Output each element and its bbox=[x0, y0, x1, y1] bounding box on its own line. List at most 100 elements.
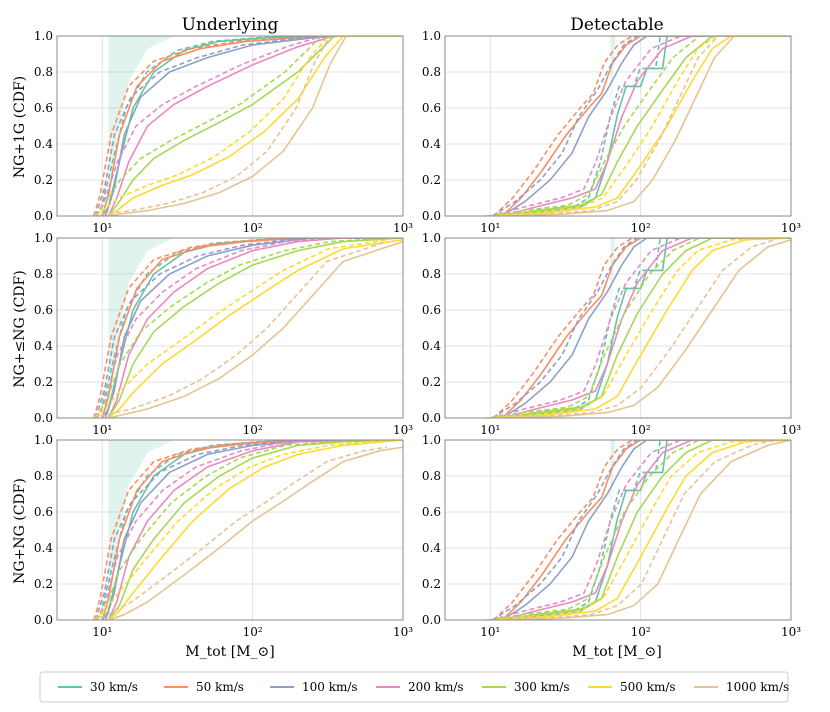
panel-1: 0.0 0.2 0.4 0.6 0.8 1.0 10¹ 10² 10³ bbox=[422, 29, 801, 235]
panel-0: 0.0 0.2 0.4 0.6 0.8 1.0 10¹ 10² 10³ bbox=[34, 29, 413, 235]
series-line-50-km-s-solid bbox=[501, 36, 791, 216]
series-line-200-km-s-dashed bbox=[490, 440, 780, 620]
x-tick-label: 10¹ bbox=[480, 625, 500, 639]
y-tick-label: 0.6 bbox=[422, 505, 441, 519]
y-tick-label: 0.8 bbox=[422, 267, 441, 281]
x-tick-label: 10¹ bbox=[480, 221, 500, 235]
series-line-300-km-s-solid bbox=[107, 440, 403, 620]
y-tick-label: 0.0 bbox=[34, 411, 53, 425]
series-line-200-km-s-solid bbox=[501, 440, 791, 620]
series-line-30-km-s-dashed bbox=[495, 238, 785, 418]
panel-frame bbox=[444, 35, 792, 217]
series-line-100-km-s-dashed bbox=[94, 440, 394, 620]
series-line-100-km-s-dashed bbox=[491, 440, 782, 620]
legend-label-50-km-s: 50 km/s bbox=[196, 680, 244, 694]
panel-frame bbox=[56, 35, 404, 217]
series-line-300-km-s-dashed bbox=[489, 238, 778, 418]
y-tick-label: 1.0 bbox=[422, 433, 441, 447]
series-line-200-km-s-solid bbox=[107, 440, 403, 620]
series-line-30-km-s-solid bbox=[502, 36, 791, 216]
y-tick-label: 0.0 bbox=[34, 613, 53, 627]
series-line-30-km-s-dashed bbox=[94, 36, 397, 216]
row-labels: NG+1G (CDF) NG+≤NG (CDF) NG+NG (CDF) bbox=[12, 76, 28, 584]
series-line-500-km-s-solid bbox=[502, 36, 791, 216]
series-line-500-km-s-solid bbox=[107, 239, 403, 418]
series-line-1000-km-s-solid bbox=[108, 240, 403, 418]
series-line-1000-km-s-dashed bbox=[485, 239, 776, 418]
series-line-1000-km-s-solid bbox=[502, 36, 791, 216]
series-line-200-km-s-solid bbox=[501, 36, 791, 216]
series-line-50-km-s-dashed bbox=[93, 440, 395, 620]
y-tick-label: 0.4 bbox=[422, 541, 441, 555]
y-tick-label: 0.0 bbox=[422, 209, 441, 223]
y-tick-label: 1.0 bbox=[422, 29, 441, 43]
y-tick-label: 0.4 bbox=[422, 339, 441, 353]
ylabel-row-3: NG+NG (CDF) bbox=[12, 478, 28, 584]
series-line-100-km-s-dashed bbox=[491, 36, 782, 216]
x-tick-label: 10³ bbox=[393, 221, 413, 235]
x-tick-label: 10² bbox=[631, 221, 651, 235]
y-tick-label: 0.4 bbox=[422, 137, 441, 151]
series-line-300-km-s-solid bbox=[502, 238, 791, 418]
series-line-30-km-s-solid bbox=[502, 440, 791, 620]
legend-label-30-km-s: 30 km/s bbox=[90, 680, 138, 694]
series-line-200-km-s-solid bbox=[501, 238, 791, 418]
confidence-band bbox=[108, 238, 175, 418]
series-line-100-km-s-solid bbox=[104, 440, 403, 620]
series-line-1000-km-s-solid bbox=[108, 446, 403, 620]
series-line-500-km-s-dashed bbox=[93, 239, 389, 418]
y-tick-label: 0.4 bbox=[34, 339, 53, 353]
series-line-50-km-s-dashed bbox=[493, 36, 783, 216]
y-tick-label: 1.0 bbox=[422, 231, 441, 245]
series-line-500-km-s-solid bbox=[107, 440, 403, 620]
series-line-1000-km-s-solid bbox=[108, 36, 403, 216]
series-line-500-km-s-solid bbox=[502, 440, 791, 620]
ylabel-row-1: NG+1G (CDF) bbox=[12, 76, 28, 178]
y-tick-label: 0.2 bbox=[34, 173, 53, 187]
y-tick-label: 1.0 bbox=[34, 231, 53, 245]
series-line-500-km-s-solid bbox=[502, 238, 791, 418]
x-tick-label: 10¹ bbox=[92, 423, 112, 437]
series-line-1000-km-s-dashed bbox=[485, 36, 775, 216]
legend-frame bbox=[39, 671, 789, 703]
series-line-50-km-s-dashed bbox=[93, 238, 395, 418]
xlabel-left: M_tot [M_⊙] bbox=[185, 644, 274, 660]
series-line-300-km-s-dashed bbox=[94, 36, 390, 216]
legend-label-200-km-s: 200 km/s bbox=[408, 680, 464, 694]
series-line-100-km-s-solid bbox=[501, 36, 791, 216]
series-line-200-km-s-dashed bbox=[96, 36, 392, 216]
x-tick-label: 10² bbox=[243, 423, 263, 437]
y-tick-label: 0.8 bbox=[34, 65, 53, 79]
legend: 30 km/s 50 km/s 100 km/s 200 km/s 300 km/s 50… bbox=[39, 671, 789, 703]
series-line-30-km-s-dashed bbox=[94, 238, 397, 418]
x-tick-label: 10² bbox=[243, 221, 263, 235]
xlabel-right: M_tot [M_⊙] bbox=[572, 644, 661, 660]
y-tick-label: 0.4 bbox=[34, 541, 53, 555]
series-line-1000-km-s-dashed bbox=[92, 240, 388, 418]
legend-label-1000-km-s: 1000 km/s bbox=[726, 680, 789, 694]
x-tick-label: 10² bbox=[243, 625, 263, 639]
series-line-500-km-s-dashed bbox=[93, 36, 389, 216]
series-line-500-km-s-dashed bbox=[487, 36, 777, 216]
column-title-underlying: Underlying bbox=[182, 15, 279, 35]
series-line-50-km-s-dashed bbox=[493, 238, 783, 418]
series-line-100-km-s-solid bbox=[501, 440, 791, 620]
y-tick-label: 0.2 bbox=[34, 375, 53, 389]
x-tick-label: 10³ bbox=[781, 625, 801, 639]
panel-frame bbox=[444, 237, 792, 419]
series-line-200-km-s-dashed bbox=[490, 36, 780, 216]
x-tick-label: 10³ bbox=[781, 221, 801, 235]
y-tick-label: 0.2 bbox=[422, 577, 441, 591]
y-tick-label: 1.0 bbox=[34, 29, 53, 43]
series-line-200-km-s-solid bbox=[107, 238, 403, 418]
series-line-200-km-s-dashed bbox=[490, 238, 780, 418]
series-line-30-km-s-dashed bbox=[495, 440, 785, 620]
ylabel-row-2: NG+≤NG (CDF) bbox=[12, 270, 28, 387]
confidence-band bbox=[108, 440, 175, 620]
series-line-300-km-s-solid bbox=[502, 440, 791, 620]
series-line-200-km-s-dashed bbox=[96, 238, 392, 418]
x-tick-label: 10³ bbox=[781, 423, 801, 437]
x-tick-label: 10¹ bbox=[92, 625, 112, 639]
y-tick-label: 1.0 bbox=[34, 433, 53, 447]
series-line-300-km-s-dashed bbox=[489, 440, 778, 620]
